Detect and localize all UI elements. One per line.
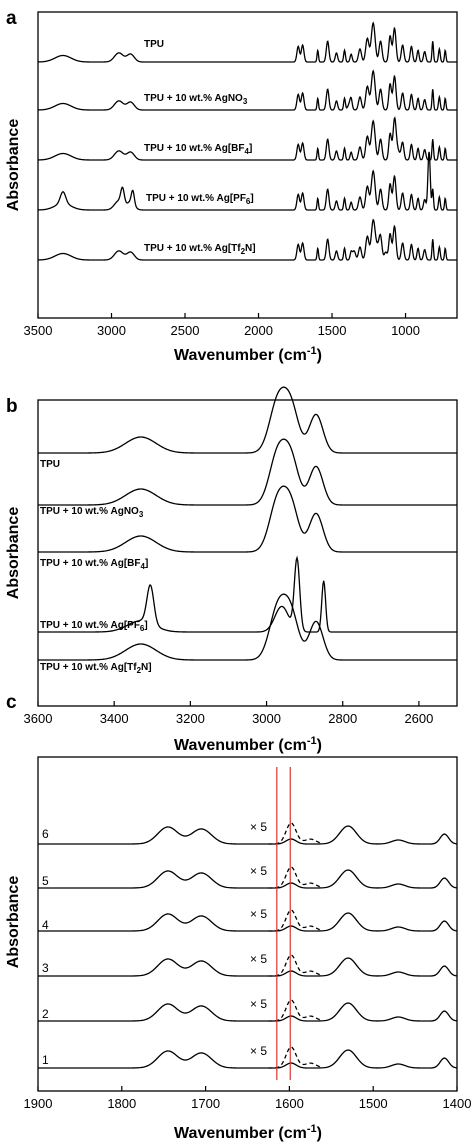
panel-a: a TPU TPU + 10 wt.% AgNO3 TPU + 10 wt.% Ag… (5, 8, 458, 364)
panel-c-plot-frame (37, 756, 458, 1092)
panel-c-y-axis-label: Absorbance (5, 876, 22, 969)
panel-c-reference-lines (276, 767, 291, 1080)
panel-b-label: b (6, 396, 18, 417)
panel-a-series-label-3: TPU + 10 wt.% Ag[BF4] (144, 143, 252, 156)
panel-b-curve-2 (38, 438, 457, 506)
panel-c-tick-label-2: 1700 (191, 1096, 220, 1111)
panel-b-tick-label-2: 3200 (176, 711, 205, 726)
panel-b-x-ticks: 3600 3400 3200 3000 2800 2600 (24, 701, 433, 726)
panel-c-magnified-curve-4 (268, 909, 323, 932)
panel-c-curve-4 (38, 912, 457, 932)
panel-c-series-label-4: 4 (42, 918, 49, 932)
panel-c-magnified-curve-3 (268, 954, 323, 977)
panel-c-tick-label-0: 1900 (24, 1096, 53, 1111)
panel-b-curve-1 (38, 386, 457, 454)
panel-c-tick-label-4: 1500 (359, 1096, 388, 1111)
panel-c-magnification-label-4: × 5 (250, 907, 267, 921)
panel-c-series-label-5: 5 (42, 874, 49, 888)
panel-b-tick-label-1: 3400 (100, 711, 129, 726)
panel-a-x-ticks: 3500 3000 2500 2000 1500 1000 (24, 313, 420, 338)
panel-c-series-label-2: 2 (42, 1007, 49, 1021)
panel-b-curve-3 (38, 485, 457, 553)
panel-c-x-ticks: 1900 1800 1700 1600 1500 1400 (24, 1086, 472, 1111)
panel-c-tick-label-1: 1800 (107, 1096, 136, 1111)
panel-a-series-label-5: TPU + 10 wt.% Ag[Tf2N] (144, 243, 256, 256)
panel-c-magnification-label-5: × 5 (250, 864, 267, 878)
panel-b-tick-label-4: 2800 (328, 711, 357, 726)
panel-a-tick-label-5: 1000 (391, 323, 420, 338)
panel-b-curve-5 (38, 593, 457, 661)
panel-c-curve-5 (38, 869, 457, 889)
panel-a-series-labels: TPU TPU + 10 wt.% AgNO3 TPU + 10 wt.% Ag[B… (144, 39, 256, 256)
panel-b-series-label-2: TPU + 10 wt.% AgNO3 (40, 506, 144, 519)
panel-c-tick-label-5: 1400 (443, 1096, 472, 1111)
panel-a-tick-label-3: 2000 (244, 323, 273, 338)
panel-a-tick-label-1: 3000 (97, 323, 126, 338)
panel-b-series-label-1: TPU (40, 459, 60, 470)
panel-c-series-labels: 1 2 3 4 5 6 × 5 × 5 × 5 × 5 × 5 × 5 (42, 820, 267, 1067)
panel-b-series-label-3: TPU + 10 wt.% Ag[BF4] (40, 558, 148, 571)
panel-c-curve-1 (38, 1049, 457, 1069)
panel-a-tick-label-4: 1500 (318, 323, 347, 338)
panel-b-tick-label-5: 2600 (404, 711, 433, 726)
panel-c-magnified-curve-6 (268, 822, 323, 845)
panel-a-series-label-1: TPU (144, 39, 164, 50)
panel-a-label: a (6, 8, 17, 29)
panel-b-series-labels: TPU TPU + 10 wt.% AgNO3 TPU + 10 wt.% Ag[B… (40, 459, 152, 675)
panel-a-curve-2 (37, 69, 457, 111)
panel-a-curve-5 (37, 218, 457, 261)
panel-c-magnified-curve-2 (268, 999, 323, 1022)
panel-b-series-curves (38, 386, 457, 661)
panel-a-curve-1 (37, 21, 457, 63)
panel-a-x-axis-label: Wavenumber (cm-1) (174, 345, 322, 364)
panel-b-tick-label-0: 3600 (24, 711, 53, 726)
panel-c-x-axis-label: Wavenumber (cm-1) (174, 1123, 322, 1142)
panel-b-plot-frame (37, 399, 458, 707)
panel-c-curve-3 (38, 957, 457, 977)
panel-c-magnification-label-6: × 5 (250, 820, 267, 834)
panel-c-series-label-3: 3 (42, 961, 49, 975)
panel-c-series-label-6: 6 (42, 827, 49, 841)
panel-a-tick-label-0: 3500 (24, 323, 53, 338)
panel-b-y-axis-label: Absorbance (5, 507, 22, 600)
panel-b-x-axis-label: Wavenumber (cm-1) (174, 735, 322, 754)
panel-b-series-label-4: TPU + 10 wt.% Ag[PF6] (40, 620, 148, 633)
panel-c-magnification-label-1: × 5 (250, 1044, 267, 1058)
panel-c-label: c (6, 692, 17, 713)
panel-a-plot-frame (37, 11, 458, 319)
panel-c-series-curves (38, 822, 457, 1069)
panel-c-curve-6 (38, 825, 457, 845)
panel-a-y-axis-label: Absorbance (5, 119, 22, 212)
panel-a-tick-label-2: 2500 (171, 323, 200, 338)
panel-c-curve-2 (38, 1002, 457, 1022)
panel-c-magnification-label-3: × 5 (250, 952, 267, 966)
panel-c-series-label-1: 1 (42, 1053, 49, 1067)
panel-a-series-label-4: TPU + 10 wt.% Ag[PF6] (146, 193, 254, 206)
panel-b-curve-4 (38, 555, 457, 633)
panel-a-series-label-2: TPU + 10 wt.% AgNO3 (144, 93, 248, 106)
panel-b-tick-label-3: 3000 (252, 711, 281, 726)
panel-c-magnified-curve-1 (268, 1046, 323, 1069)
panel-c-magnification-label-2: × 5 (250, 997, 267, 1011)
panel-a-curve-3 (37, 116, 457, 161)
panel-c-magnified-curve-5 (268, 866, 323, 889)
panel-b: b TPU TPU + 10 wt.% AgNO3 TPU + 10 wt.% Ag… (5, 386, 458, 754)
panel-b-series-label-5: TPU + 10 wt.% Ag[Tf2N] (40, 662, 152, 675)
panel-a-curve-4 (37, 151, 457, 211)
panel-c-tick-label-3: 1600 (275, 1096, 304, 1111)
panel-a-series-curves (37, 21, 457, 261)
